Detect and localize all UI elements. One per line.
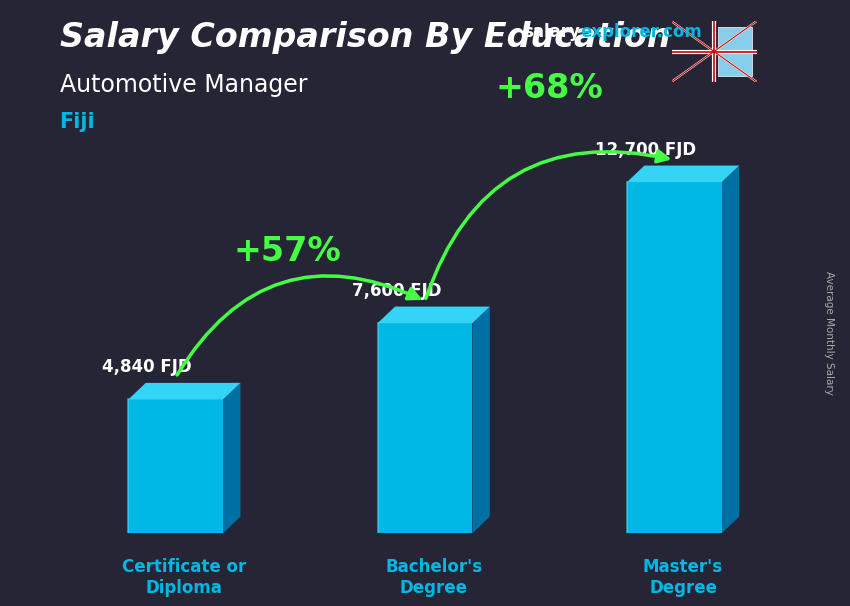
Text: Fiji: Fiji	[60, 112, 95, 132]
Polygon shape	[377, 307, 490, 323]
Text: +57%: +57%	[234, 235, 342, 268]
Polygon shape	[377, 323, 473, 533]
Text: Master's
Degree: Master's Degree	[643, 558, 723, 597]
Polygon shape	[473, 307, 490, 533]
Polygon shape	[627, 182, 722, 533]
Text: 7,600 FJD: 7,600 FJD	[352, 282, 441, 299]
Text: Automotive Manager: Automotive Manager	[60, 73, 307, 97]
Text: 4,840 FJD: 4,840 FJD	[103, 358, 192, 376]
Text: +68%: +68%	[496, 72, 604, 105]
Text: Bachelor's
Degree: Bachelor's Degree	[385, 558, 482, 597]
Polygon shape	[627, 165, 740, 182]
Polygon shape	[128, 383, 241, 399]
Polygon shape	[223, 383, 241, 533]
Text: explorer.com: explorer.com	[581, 23, 702, 41]
Text: Salary Comparison By Education: Salary Comparison By Education	[60, 21, 670, 54]
Polygon shape	[722, 165, 740, 533]
Polygon shape	[128, 399, 223, 533]
Bar	[718, 27, 752, 76]
Text: Average Monthly Salary: Average Monthly Salary	[824, 271, 834, 395]
Text: Certificate or
Diploma: Certificate or Diploma	[122, 558, 246, 597]
Text: 12,700 FJD: 12,700 FJD	[595, 141, 696, 159]
Text: salary: salary	[523, 23, 580, 41]
